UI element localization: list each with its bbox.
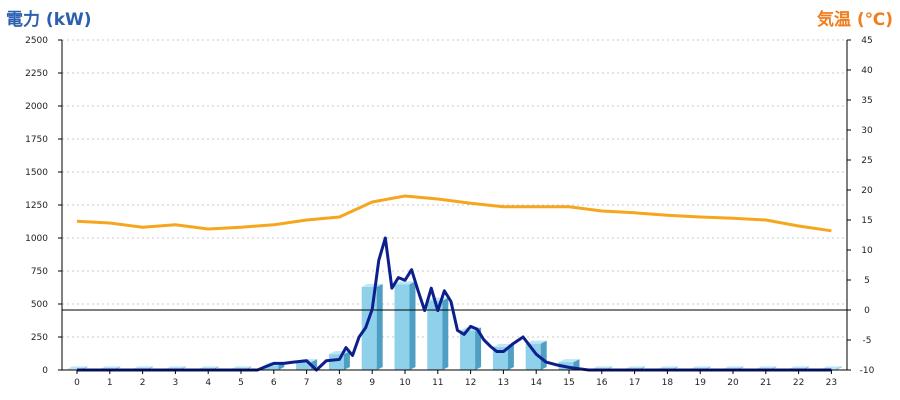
right-tick-label: 40 [861,66,873,76]
x-tick-label: 10 [399,378,411,388]
left-tick-label: 250 [31,333,48,343]
x-tick-label: 8 [337,378,343,388]
x-tick-label: 14 [530,378,542,388]
left-tick-label: 1000 [25,234,48,244]
left-tick-label: 1750 [25,135,48,145]
left-tick-label: 0 [42,366,48,376]
x-tick-label: 15 [563,378,574,388]
right-tick-label: 10 [861,246,873,256]
power-bar-top [361,283,383,287]
power-bars [66,281,842,371]
right-tick-label: -10 [860,366,875,376]
power-bar-side [507,343,514,370]
power-bar-side [540,340,547,370]
power-series-line [77,236,832,372]
power-bar-side [343,351,350,370]
x-tick-label: 12 [465,378,476,388]
power-bar [263,365,279,370]
x-tick-label: 6 [271,378,277,388]
power-bar [296,362,312,370]
right-tick-label: 0 [864,306,870,316]
x-tick-label: 3 [173,378,179,388]
series-lines [76,194,832,372]
left-tick-label: 500 [31,300,48,310]
power-bar [460,330,476,370]
x-tick-label: 21 [760,378,771,388]
right-tick-label: 5 [864,276,870,286]
power-bar [525,343,541,370]
power-bar-side [376,283,383,370]
right-tick-label: 15 [861,216,872,226]
power-bar-top [394,281,416,285]
power-bar-side [475,327,482,370]
left-tick-label: 2500 [25,36,48,46]
right-tick-label: 25 [861,156,872,166]
power-bar-side [835,366,842,370]
x-tick-label: 19 [694,378,706,388]
right-axis-title: 気温 (℃) [816,10,893,30]
x-tick-label: 16 [596,378,608,388]
power-bar [394,284,410,370]
left-tick-label: 1250 [25,201,48,211]
x-tick-label: 1 [107,378,113,388]
right-tick-label: 30 [861,126,873,136]
tick-labels: 02505007501000125015001750200022502500-1… [25,36,875,388]
power-bar-top [558,359,580,363]
x-tick-label: 2 [140,378,146,388]
x-tick-label: 18 [662,378,674,388]
gridlines [62,39,847,338]
power-bar-side [409,281,416,370]
right-tick-label: -5 [863,336,872,346]
x-tick-label: 7 [304,378,310,388]
right-tick-label: 20 [861,186,873,196]
x-tick-label: 0 [74,378,80,388]
x-tick-label: 4 [205,378,211,388]
x-tick-label: 20 [727,378,739,388]
x-tick-label: 17 [629,378,640,388]
x-tick-label: 13 [498,378,509,388]
power-bar [427,300,443,370]
x-tick-label: 23 [826,378,837,388]
left-tick-label: 750 [31,267,48,277]
x-tick-label: 22 [793,378,804,388]
x-tick-label: 5 [238,378,244,388]
power-bar-top [525,340,547,344]
left-tick-label: 1500 [25,168,48,178]
axes [58,39,851,374]
right-tick-label: 35 [861,96,872,106]
right-tick-label: 45 [861,36,872,46]
power-bar-side [442,297,449,370]
left-axis-title: 電力 (kW) [6,10,92,30]
x-tick-label: 9 [369,378,375,388]
x-tick-label: 11 [432,378,443,388]
left-tick-label: 2250 [25,69,48,79]
temperature-series-line [76,194,832,233]
left-tick-label: 2000 [25,102,48,112]
